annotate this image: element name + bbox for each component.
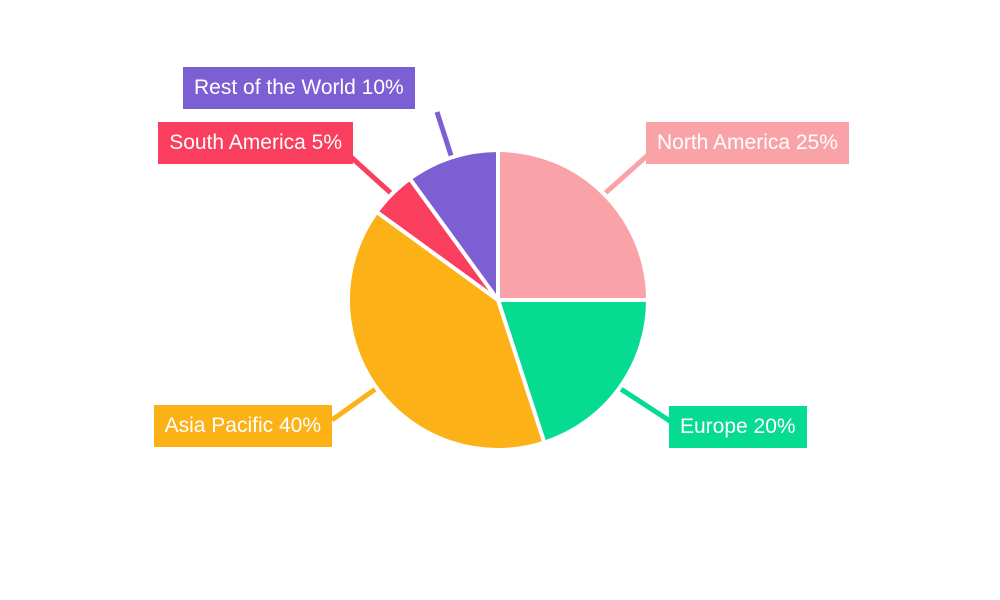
callout-label-europe: Europe 20%: [669, 406, 807, 448]
pie-slice-asia-pacific[interactable]: [346, 209, 547, 452]
leader-line-rest-of-the-world: [434, 111, 455, 161]
leader-line-asia-pacific: [330, 384, 380, 423]
leader-line-europe: [616, 384, 675, 426]
callout-label-south-america: South America 5%: [158, 122, 353, 164]
pie-slice-north-america[interactable]: [496, 148, 650, 302]
pie-slice-rest-of-the-world[interactable]: [407, 148, 500, 302]
callout-label-north-america: North America 25%: [646, 122, 849, 164]
leader-line-north-america: [600, 153, 650, 198]
callout-label-asia-pacific: Asia Pacific 40%: [153, 405, 332, 447]
leader-line-south-america: [349, 155, 396, 198]
pie-slice-europe[interactable]: [496, 298, 650, 445]
callout-label-rest-of-world: Rest of the World 10%: [183, 67, 415, 109]
